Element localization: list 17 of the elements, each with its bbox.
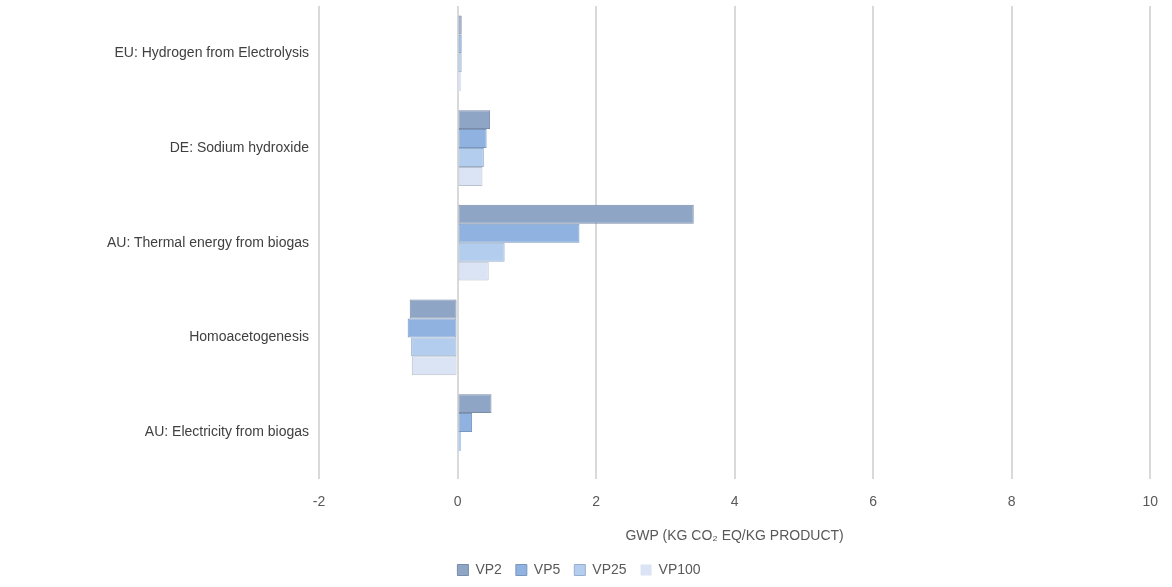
y-tick-label: EU: Hydrogen from Electrolysis bbox=[114, 44, 309, 61]
legend-label: VP5 bbox=[533, 560, 561, 577]
y-tick-label: AU: Electricity from biogas bbox=[144, 422, 309, 439]
y-tick-label: DE: Sodium hydroxide bbox=[169, 138, 310, 155]
legend-label: VP25 bbox=[592, 560, 627, 577]
x-tick-label: 4 bbox=[730, 492, 739, 509]
x-tick-label: 8 bbox=[1007, 492, 1016, 509]
x-tick-label: -2 bbox=[312, 492, 326, 509]
x-tick-label: 0 bbox=[453, 492, 462, 509]
legend-label: VP2 bbox=[475, 560, 503, 577]
x-tick-label: 10 bbox=[1142, 492, 1159, 509]
y-tick-label: Homoacetogenesis bbox=[189, 328, 309, 345]
x-tick-label: 2 bbox=[592, 492, 601, 509]
x-axis-title: GWP (KG CO₂ EQ/KG PRODUCT) bbox=[625, 527, 844, 544]
y-tick-label: AU: Thermal energy from biogas bbox=[106, 233, 309, 250]
legend-label: VP100 bbox=[658, 560, 701, 577]
x-tick-label: 6 bbox=[869, 492, 878, 509]
